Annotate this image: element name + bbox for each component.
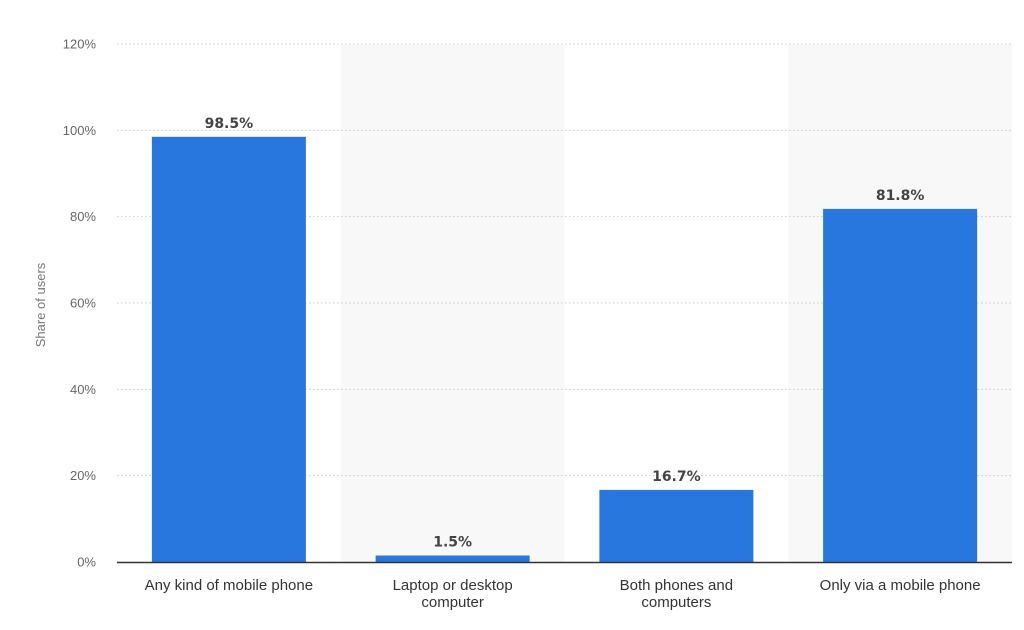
y-axis-ticks: 0% 20% 40% 60% 80% 100% 120% <box>63 37 97 570</box>
y-tick-label: 40% <box>70 382 96 397</box>
bar <box>599 489 754 562</box>
data-labels: 98.5% 1.5% 16.7% 81.8% <box>205 116 925 551</box>
data-label: 81.8% <box>876 188 925 204</box>
bar <box>151 136 306 562</box>
bars <box>151 136 978 562</box>
x-tick-label: Both phones and computers <box>620 577 733 611</box>
bar <box>375 555 530 562</box>
y-tick-label: 0% <box>77 555 96 570</box>
bar <box>823 208 978 562</box>
y-tick-label: 100% <box>63 123 97 138</box>
y-tick-label: 80% <box>70 209 96 224</box>
y-tick-label: 60% <box>70 296 96 311</box>
y-tick-label: 120% <box>63 37 97 52</box>
x-axis-ticks: Any kind of mobile phone Laptop or deskto… <box>145 577 981 611</box>
data-label: 1.5% <box>433 535 472 551</box>
y-tick-label: 20% <box>70 468 96 483</box>
data-label: 98.5% <box>205 116 254 132</box>
x-tick-label: Only via a mobile phone <box>820 577 981 594</box>
y-axis-label: Share of users <box>33 262 48 347</box>
data-label: 16.7% <box>652 469 701 485</box>
x-tick-label: Laptop or desktop computer <box>393 577 513 611</box>
x-tick-label: Any kind of mobile phone <box>145 577 313 594</box>
